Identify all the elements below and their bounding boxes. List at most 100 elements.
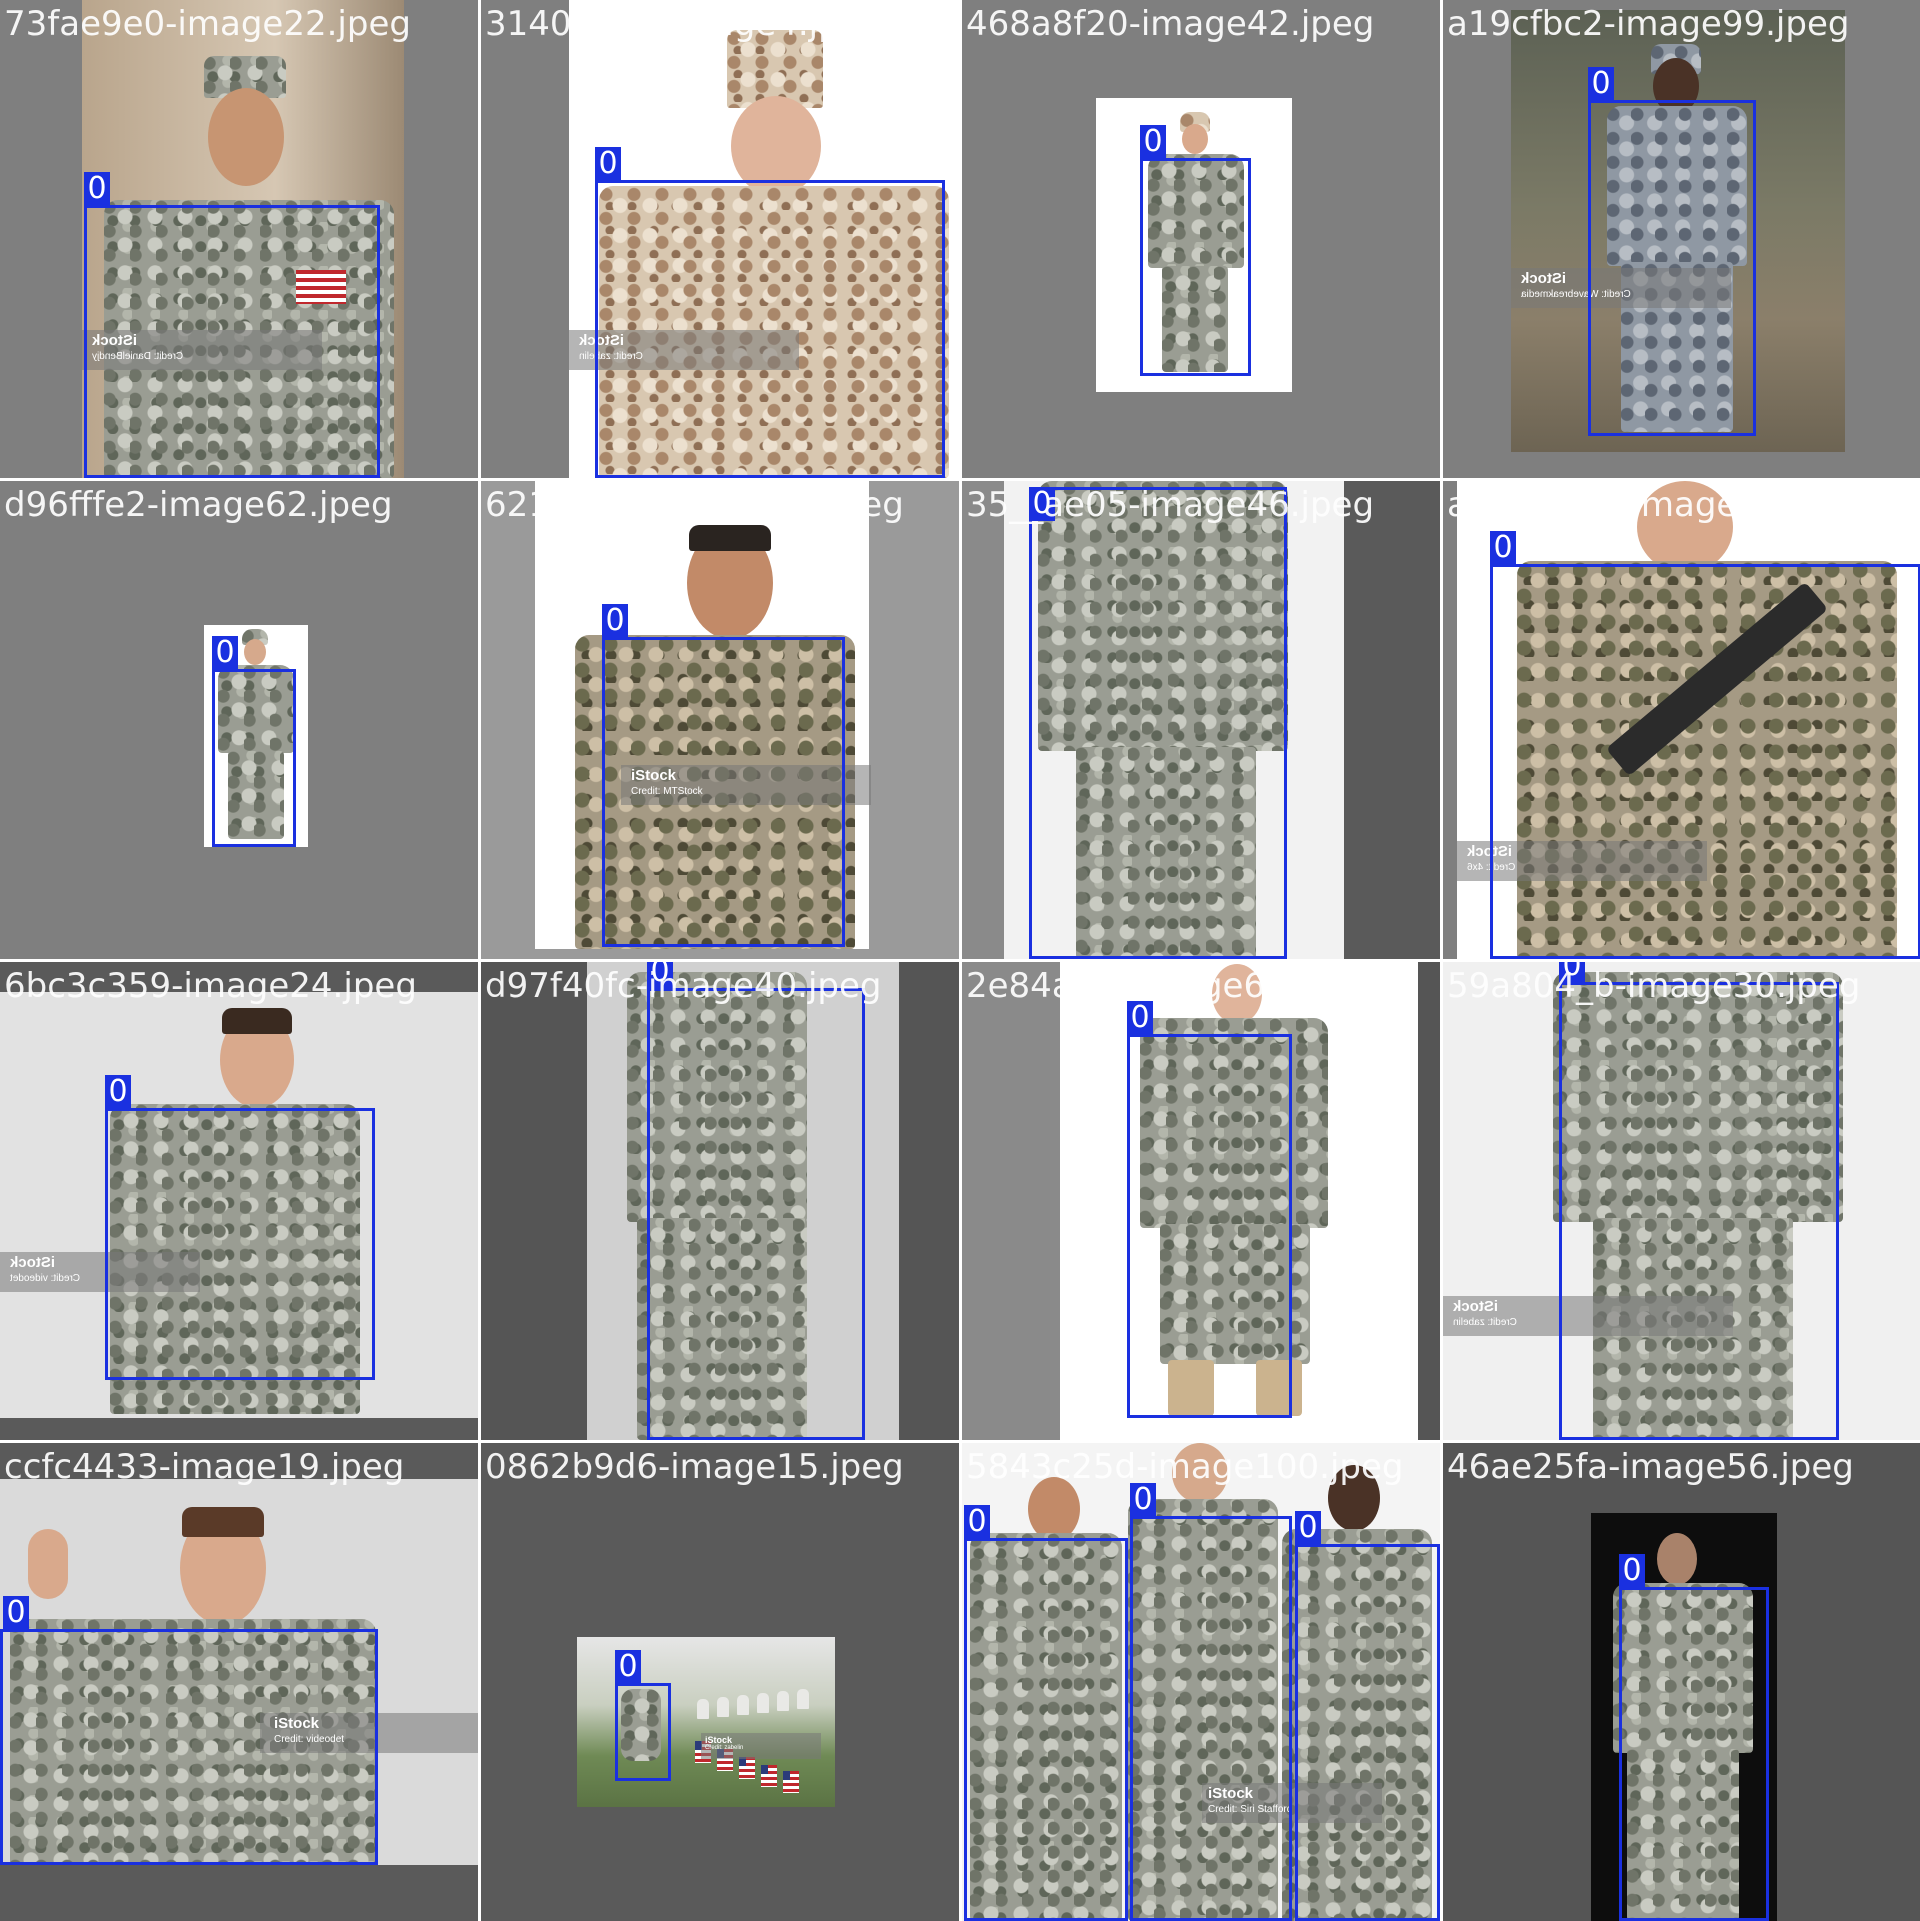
- class-label: 0: [1295, 1511, 1321, 1545]
- headstone: [797, 1689, 809, 1709]
- headstone: [737, 1695, 749, 1715]
- soldier: [1096, 98, 1292, 392]
- image-tile[interactable]: 0 35__ae05-image46.jpeg: [962, 481, 1440, 959]
- soldier: [587, 962, 899, 1440]
- bounding-box[interactable]: 0: [0, 1596, 378, 1865]
- bounding-box[interactable]: 0: [105, 1075, 375, 1380]
- soldier: [1060, 962, 1418, 1440]
- tile-filename: 0862b9d6-image15.jpeg: [485, 1447, 904, 1487]
- uniform-trousers: [637, 1218, 807, 1440]
- class-label: 0: [1490, 531, 1516, 565]
- bounding-box[interactable]: 0: [1559, 962, 1839, 1440]
- soldier-group: [962, 1443, 1440, 1921]
- uniform-jacket: [1517, 561, 1897, 959]
- raised-hand: [28, 1529, 68, 1599]
- watermark: iStock Credit: videodet: [260, 1713, 478, 1753]
- photo: [1060, 962, 1418, 1440]
- class-label: 0: [212, 636, 238, 670]
- class-label: 0: [3, 1596, 29, 1630]
- image-tile[interactable]: iStock Credit: videodet 0 ccfc4433-image…: [0, 1443, 478, 1921]
- tile-filename: d96fffe2-image62.jpeg: [4, 485, 393, 525]
- uniform-trousers: [1076, 747, 1256, 959]
- uniform-jacket: [1140, 1018, 1328, 1228]
- bounding-box[interactable]: 0: [1295, 1511, 1440, 1921]
- face: [731, 96, 821, 196]
- kneeling-soldier: [621, 1689, 661, 1761]
- uniform-jacket: [1553, 972, 1843, 1222]
- image-tile[interactable]: iStock Credit: zabelin 0 0862b9d6-image1…: [481, 1443, 959, 1921]
- bounding-box[interactable]: 0: [964, 1505, 1128, 1921]
- bounding-box[interactable]: 0: [84, 172, 380, 478]
- soldier: [0, 1479, 478, 1865]
- patrol-cap: [727, 30, 823, 108]
- bounding-box[interactable]: 0: [1127, 1001, 1292, 1418]
- bounding-box[interactable]: 0: [1140, 125, 1251, 376]
- watermark-credit: Credit: MTStock: [631, 786, 703, 797]
- image-tile[interactable]: iStock Credit: videodet 0 6bc3c359-image…: [0, 962, 478, 1440]
- watermark-text: iStock: [10, 1254, 56, 1271]
- class-label: 0: [1130, 1483, 1156, 1517]
- uniform: [970, 1533, 1122, 1921]
- class-label: 0: [1029, 487, 1055, 521]
- bounding-box[interactable]: 0: [602, 604, 845, 947]
- image-tile[interactable]: iStock Credit: zabelin 0 59a804_b-image3…: [1443, 962, 1920, 1440]
- headstone: [697, 1699, 709, 1719]
- class-label: 0: [647, 962, 673, 989]
- watermark-text: iStock: [1453, 1298, 1499, 1315]
- bounding-box[interactable]: 0: [1619, 1554, 1769, 1921]
- boot: [1256, 1360, 1302, 1416]
- class-label: 0: [1588, 67, 1614, 101]
- image-tile[interactable]: 0 d96fffe2-image62.jpeg: [0, 481, 478, 959]
- soldier: [1004, 481, 1344, 959]
- class-label: 0: [1559, 962, 1585, 983]
- bounding-box[interactable]: 0: [1588, 67, 1756, 436]
- image-tile[interactable]: 0 2e84ae0f-image65.jpeg: [962, 962, 1440, 1440]
- face: [1172, 1443, 1228, 1503]
- class-label: 0: [1140, 125, 1166, 159]
- bounding-box[interactable]: 0: [595, 147, 945, 478]
- padding: [962, 962, 1060, 1440]
- image-tile[interactable]: iStock Credit: 4x6 0 a25d79b0-image92.jp…: [1443, 481, 1920, 959]
- photo: [1004, 481, 1344, 959]
- photo: [569, 0, 959, 478]
- bounding-box[interactable]: 0: [1029, 487, 1287, 959]
- image-tile[interactable]: 0 468a8f20-image42.jpeg: [962, 0, 1440, 478]
- bounding-box[interactable]: 0: [615, 1650, 671, 1781]
- class-label: 0: [1127, 1001, 1153, 1035]
- uniform-trousers: [1627, 1749, 1739, 1921]
- tile-filename: 468a8f20-image42.jpeg: [966, 4, 1375, 44]
- bounding-box[interactable]: 0: [1490, 531, 1920, 959]
- image-tile[interactable]: iStock Credit: Wavebreakmedia 0 a19cfbc2…: [1443, 0, 1920, 478]
- image-tile[interactable]: iStock Credit: DanielBendjy 0 73fae9e0-i…: [0, 0, 478, 478]
- uniform-trousers: [1162, 266, 1228, 372]
- face: [1028, 1477, 1080, 1541]
- uniform-jacket: [1613, 1583, 1753, 1753]
- class-label: 0: [964, 1505, 990, 1539]
- image-tile[interactable]: iStock Credit: MTStock 0 621484b6-image1…: [481, 481, 959, 959]
- soldier: [1457, 481, 1920, 959]
- photo: [587, 962, 899, 1440]
- bounding-box[interactable]: 0: [647, 962, 865, 1440]
- photo: [1096, 98, 1292, 392]
- uniform-trousers: [228, 751, 284, 839]
- flag: [783, 1771, 799, 1793]
- image-tile[interactable]: 0 46ae25fa-image56.jpeg: [1443, 1443, 1920, 1921]
- image-tile[interactable]: 0 d97f40fc-image40.jpeg: [481, 962, 959, 1440]
- bounding-box[interactable]: 0: [212, 636, 296, 847]
- photo: [1591, 1513, 1777, 1921]
- face: [1653, 58, 1699, 114]
- flag: [739, 1757, 755, 1779]
- hair: [689, 525, 771, 551]
- face: [1657, 1533, 1697, 1585]
- padding: [917, 962, 959, 1440]
- image-tile[interactable]: iStock Credit: Siri Stafford 0 0 0 5843c…: [962, 1443, 1440, 1921]
- uniform-jacket: [218, 665, 294, 753]
- class-label: 0: [105, 1075, 131, 1109]
- watermark: iStock Credit: Siri Stafford: [1202, 1783, 1382, 1823]
- bounding-box[interactable]: 0: [1130, 1483, 1292, 1921]
- boot: [1168, 1360, 1214, 1416]
- image-tile[interactable]: iStock Credit: zabelin 0 31406759-image4…: [481, 0, 959, 478]
- watermark: iStock Credit: zabelin: [701, 1733, 821, 1759]
- watermark-credit: Credit: Siri Stafford: [1208, 1804, 1293, 1815]
- face: [208, 88, 284, 186]
